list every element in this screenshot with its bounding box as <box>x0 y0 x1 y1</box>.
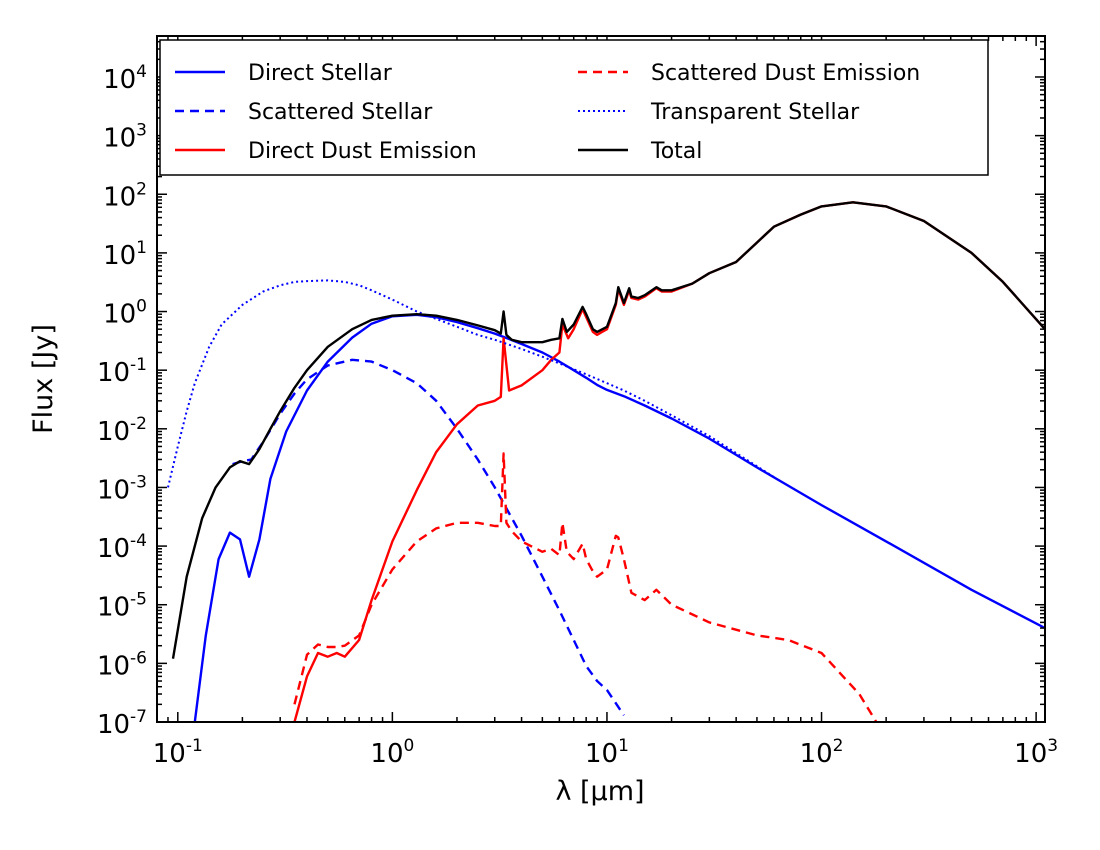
series-layer <box>167 201 1045 722</box>
series-line-total <box>171 201 1045 659</box>
y-tick-label: 10-5 <box>97 590 147 623</box>
y-tick-label: 100 <box>103 297 147 330</box>
y-tick-label: 10-6 <box>97 648 147 681</box>
y-tick-label: 10-4 <box>97 531 147 564</box>
x-tick-label: 10-1 <box>153 736 203 769</box>
legend-label: Scattered Dust Emission <box>651 61 920 86</box>
y-tick-label: 103 <box>103 121 147 154</box>
y-tick-label: 10-1 <box>97 355 147 388</box>
y-tick-label: 101 <box>103 238 147 271</box>
legend-label: Direct Stellar <box>248 61 393 86</box>
series-line-scattered-dust-emission <box>293 452 878 722</box>
x-tick-label: 102 <box>800 736 844 769</box>
legend-box <box>159 39 989 176</box>
x-tick-label: 101 <box>585 736 629 769</box>
y-tick-label: 10-3 <box>97 472 147 505</box>
series-line-scattered-stellar <box>232 358 625 716</box>
y-axis-title: Flux [Jy] <box>28 324 59 434</box>
x-axis-title: λ [μm] <box>555 776 644 807</box>
legend-label: Total <box>650 139 702 164</box>
tick-labels-layer: 10-1 100 101 102 103 10-7 10-6 10-5 10-4 10-3 10-2… <box>97 62 1058 769</box>
y-tick-label: 10-2 <box>97 414 147 447</box>
legend-label: Transparent Stellar <box>650 100 860 125</box>
series-line-direct-dust-emission <box>293 201 1045 722</box>
y-tick-label: 10-7 <box>97 707 147 740</box>
x-tick-label: 103 <box>1014 736 1058 769</box>
y-tick-label: 104 <box>103 62 147 95</box>
x-tick-label: 100 <box>370 736 414 769</box>
legend-label: Direct Dust Emission <box>248 139 477 164</box>
series-line-direct-stellar <box>193 313 1045 722</box>
legend: Direct Stellar Scattered Stellar Direct Du… <box>159 39 989 176</box>
series-line-transparent-stellar <box>167 279 775 488</box>
y-tick-label: 102 <box>103 179 147 212</box>
legend-label: Scattered Stellar <box>248 100 433 125</box>
